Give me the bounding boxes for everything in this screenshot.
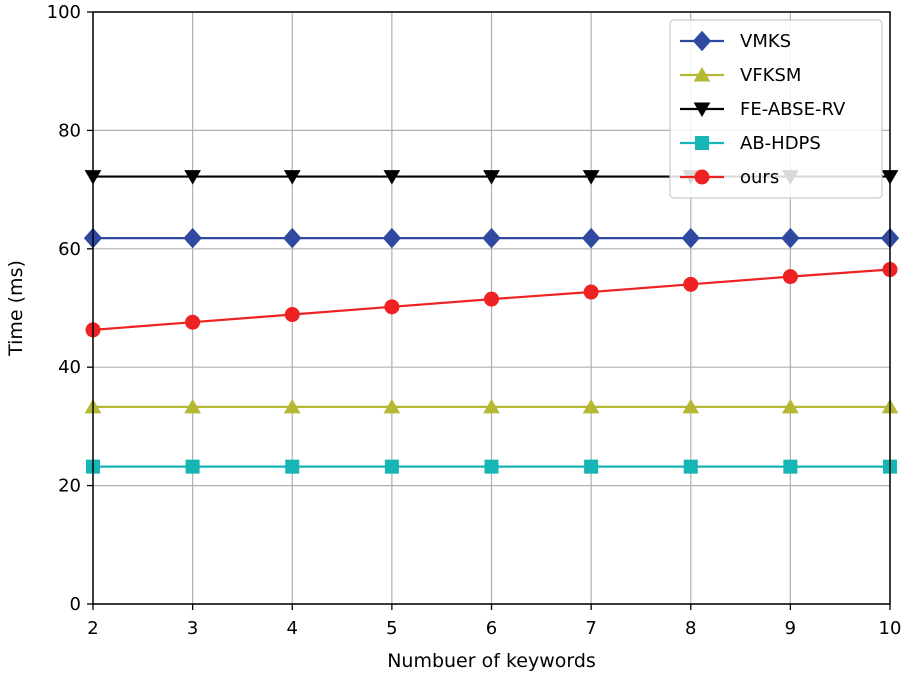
data-point	[384, 299, 400, 315]
legend-marker	[692, 30, 712, 52]
series-ours	[85, 262, 898, 338]
tick-marks	[87, 11, 891, 610]
x-tick-label: 9	[785, 618, 796, 639]
data-point	[482, 227, 501, 249]
legend-box	[669, 19, 883, 199]
x-tick-label: 10	[879, 618, 902, 639]
y-axis-label: Time (ms)	[5, 260, 27, 357]
data-point	[184, 170, 201, 185]
data-point	[581, 227, 601, 249]
legend-label: VFKSM	[740, 65, 801, 86]
series-vmks	[83, 227, 900, 249]
data-point	[382, 227, 402, 249]
data-point	[582, 398, 600, 414]
x-tick-label: 2	[87, 618, 98, 639]
x-tick-label: 7	[585, 618, 596, 639]
data-point	[383, 398, 401, 414]
y-tick-label: 40	[58, 357, 81, 378]
data-point	[184, 398, 201, 414]
x-tick-label: 6	[486, 618, 497, 639]
y-tick-label: 0	[70, 594, 81, 615]
data-point	[781, 227, 800, 249]
data-point	[483, 170, 500, 185]
legend-label: AB-HDPS	[740, 133, 821, 154]
data-point	[185, 314, 201, 330]
legend-marker	[695, 136, 709, 150]
data-point	[283, 398, 301, 414]
data-point	[783, 459, 798, 474]
data-point	[283, 170, 301, 185]
x-tick-label: 3	[187, 618, 198, 639]
legend-label: ours	[740, 167, 779, 188]
legend-label: FE-ABSE-RV	[740, 99, 846, 120]
data-point	[183, 227, 202, 249]
data-point	[484, 291, 499, 307]
data-point	[284, 307, 300, 323]
legend: VMKS VFKSM FE-ABSE-RV AB-HDPS ours	[669, 19, 883, 199]
y-tick-label: 100	[47, 2, 81, 23]
data-point	[782, 398, 799, 414]
data-point	[782, 269, 798, 285]
data-point	[185, 459, 200, 474]
data-point	[285, 459, 300, 474]
data-point	[483, 398, 500, 414]
legend-marker	[693, 102, 711, 118]
data-point	[683, 459, 698, 474]
series-vfksm	[84, 398, 899, 414]
data-point	[383, 170, 401, 185]
x-tick-label: 4	[287, 618, 298, 639]
y-tick-label: 20	[58, 476, 81, 497]
data-point	[484, 459, 499, 474]
legend-marker	[693, 66, 711, 82]
data-point	[583, 284, 599, 300]
data-point	[384, 459, 399, 474]
x-tick-label: 5	[386, 618, 397, 639]
series-ab-hdps	[86, 459, 897, 474]
legend-marker	[694, 169, 710, 185]
data-point	[582, 170, 600, 185]
y-tick-label: 80	[58, 120, 81, 141]
y-tick-label: 60	[58, 239, 81, 260]
legend-label: VMKS	[740, 31, 791, 52]
data-point	[682, 398, 700, 414]
data-point	[584, 459, 599, 474]
data-point	[683, 276, 699, 292]
x-axis-label: Numbuer of keywords	[387, 650, 596, 672]
x-tick-label: 8	[685, 618, 696, 639]
data-point	[681, 227, 700, 249]
data-point	[283, 227, 302, 249]
